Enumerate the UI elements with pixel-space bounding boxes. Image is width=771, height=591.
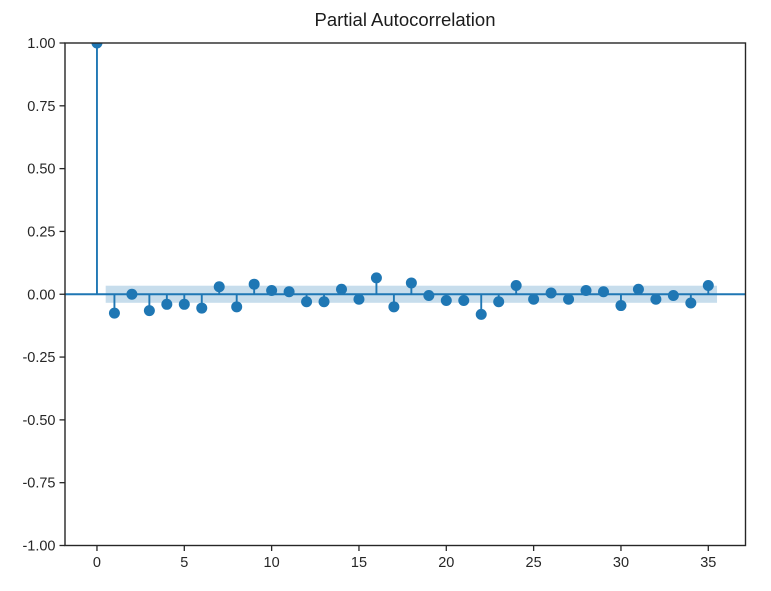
data-point-marker-lag-2 [126,288,138,300]
x-tick-label: 5 [180,555,188,571]
data-point-marker-lag-26 [545,287,557,299]
data-point-marker-lag-19 [423,290,435,302]
data-point-marker-lag-31 [632,283,644,295]
y-tick-label: -1.00 [22,539,55,555]
y-tick-label: -0.75 [22,476,55,492]
x-tick-label: 0 [93,555,101,571]
data-point-marker-lag-20 [440,295,452,307]
data-point-marker-lag-34 [685,297,697,309]
axes-layer: 0 5 10 15 20 25 30 35 1.00 0.75 0.50 0.25 0.00 -0.25 -… [22,36,747,571]
data-point-marker-lag-9 [248,278,260,290]
x-tick-label: 25 [526,555,542,571]
data-point-marker-lag-13 [318,296,330,308]
x-tick-label: 10 [264,555,280,571]
data-point-marker-lag-0 [91,43,103,49]
data-point-marker-lag-28 [580,284,592,296]
data-point-marker-lag-6 [196,302,208,314]
data-point-marker-lag-15 [353,293,365,305]
y-tick-label: 0.00 [27,287,55,303]
data-point-marker-lag-24 [510,279,522,291]
data-point-marker-lag-17 [388,301,400,313]
data-point-marker-lag-7 [213,281,225,293]
chart-title: Partial Autocorrelation [315,9,496,30]
y-tick-label: 1.00 [27,36,55,52]
y-tick-label: 0.75 [27,99,55,115]
data-point-marker-lag-14 [335,283,347,295]
data-point-marker-lag-16 [370,272,382,284]
y-tick-label: 0.25 [27,224,55,240]
x-tick-label: 30 [613,555,629,571]
y-tick-label: 0.50 [27,162,55,178]
data-point-marker-lag-29 [597,286,609,298]
x-tick-label: 20 [438,555,454,571]
data-point-marker-lag-12 [301,296,313,308]
data-point-marker-lag-25 [528,293,540,305]
data-point-marker-lag-35 [702,279,714,291]
y-tick-label: -0.50 [22,413,55,429]
data-point-marker-lag-11 [283,286,295,298]
y-tick-label: -0.25 [22,350,55,366]
series-layer [65,43,746,320]
data-point-marker-lag-22 [475,308,487,320]
data-point-marker-lag-3 [143,305,155,317]
x-tick-label: 35 [700,555,716,571]
data-point-marker-lag-30 [615,300,627,312]
data-point-marker-lag-1 [108,307,120,319]
data-point-marker-lag-18 [405,277,417,289]
x-tick-label: 15 [351,555,367,571]
data-point-marker-lag-21 [458,295,470,307]
data-point-marker-lag-4 [161,298,173,310]
data-point-marker-lag-33 [667,290,679,302]
data-point-marker-lag-5 [178,298,190,310]
data-point-marker-lag-10 [266,284,278,296]
data-point-marker-lag-32 [650,293,662,305]
data-point-marker-lag-8 [231,301,243,313]
data-point-marker-lag-23 [493,296,505,308]
data-point-marker-lag-27 [563,293,575,305]
